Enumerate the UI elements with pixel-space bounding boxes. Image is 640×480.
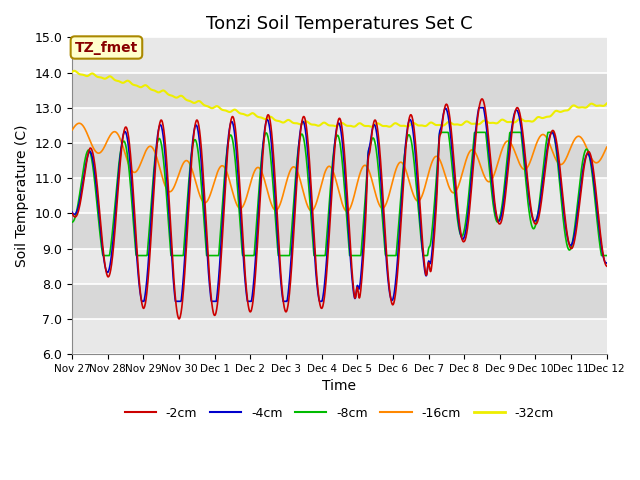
- Bar: [72, 319, 607, 354]
- Text: TZ_fmet: TZ_fmet: [75, 40, 138, 55]
- Bar: [72, 178, 607, 213]
- Bar: [72, 213, 607, 249]
- Title: Tonzi Soil Temperatures Set C: Tonzi Soil Temperatures Set C: [206, 15, 473, 33]
- X-axis label: Time: Time: [323, 379, 356, 394]
- Bar: [72, 37, 607, 72]
- Y-axis label: Soil Temperature (C): Soil Temperature (C): [15, 124, 29, 267]
- Bar: [72, 284, 607, 319]
- Legend: -2cm, -4cm, -8cm, -16cm, -32cm: -2cm, -4cm, -8cm, -16cm, -32cm: [120, 402, 559, 424]
- Bar: [72, 108, 607, 143]
- Bar: [72, 72, 607, 108]
- Bar: [72, 249, 607, 284]
- Bar: [72, 143, 607, 178]
